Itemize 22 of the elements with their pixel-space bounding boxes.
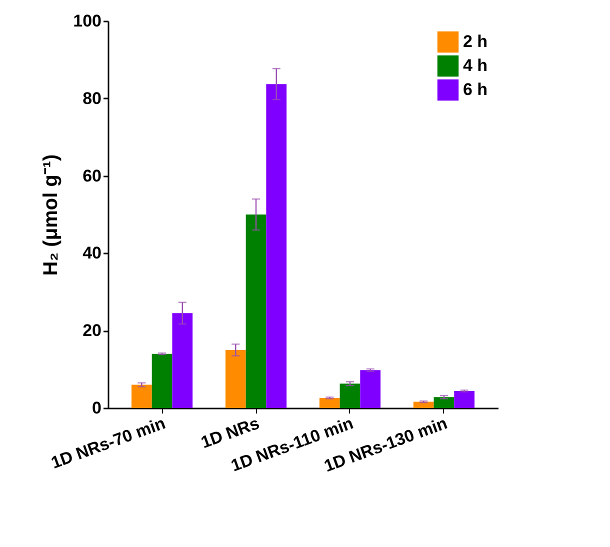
bar <box>266 84 287 408</box>
bar <box>360 370 381 408</box>
bar <box>434 397 454 408</box>
bar <box>131 384 152 408</box>
legend-label: 6 h <box>463 80 488 99</box>
bar <box>152 354 172 408</box>
bar <box>340 384 360 408</box>
y-tick-label: 40 <box>82 244 102 263</box>
legend-label: 2 h <box>463 32 488 51</box>
legend-label: 4 h <box>463 56 488 75</box>
y-tick-label: 80 <box>82 88 102 108</box>
bar <box>246 214 266 408</box>
y-tick-label: 20 <box>82 321 102 340</box>
y-tick-label: 0 <box>92 398 102 418</box>
y-axis-title: H₂ (μmol g⁻¹) <box>40 154 62 276</box>
bar <box>454 390 475 408</box>
bar <box>172 313 193 408</box>
bar <box>319 398 340 408</box>
y-tick-label: 60 <box>82 166 102 186</box>
bar <box>413 402 434 408</box>
y-tick-label: 100 <box>73 12 102 30</box>
bar <box>225 350 246 408</box>
